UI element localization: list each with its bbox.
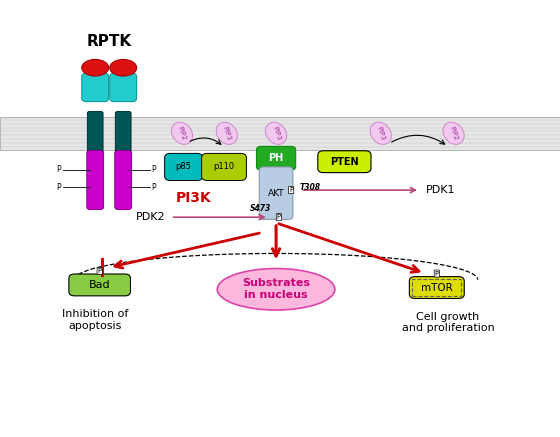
Ellipse shape bbox=[370, 122, 391, 144]
FancyBboxPatch shape bbox=[115, 111, 131, 155]
Text: PIP2: PIP2 bbox=[449, 125, 459, 141]
Ellipse shape bbox=[171, 122, 193, 144]
Text: P: P bbox=[152, 183, 156, 191]
Text: Substrates
in nucleus: Substrates in nucleus bbox=[242, 278, 310, 300]
Ellipse shape bbox=[265, 122, 287, 144]
Text: P: P bbox=[57, 183, 61, 191]
FancyBboxPatch shape bbox=[259, 167, 293, 219]
Text: P: P bbox=[152, 165, 156, 174]
FancyBboxPatch shape bbox=[115, 150, 132, 210]
FancyBboxPatch shape bbox=[110, 73, 137, 101]
FancyBboxPatch shape bbox=[256, 146, 296, 170]
FancyBboxPatch shape bbox=[318, 151, 371, 173]
Text: P: P bbox=[289, 187, 293, 193]
FancyBboxPatch shape bbox=[0, 117, 560, 149]
Text: PIP2: PIP2 bbox=[177, 125, 187, 141]
FancyBboxPatch shape bbox=[165, 153, 203, 180]
Text: p110: p110 bbox=[213, 163, 235, 171]
FancyBboxPatch shape bbox=[409, 277, 464, 298]
Ellipse shape bbox=[110, 59, 137, 76]
Ellipse shape bbox=[217, 268, 335, 310]
FancyBboxPatch shape bbox=[82, 73, 109, 101]
Text: PIP3: PIP3 bbox=[222, 125, 232, 141]
Ellipse shape bbox=[443, 122, 464, 144]
FancyBboxPatch shape bbox=[87, 150, 104, 210]
Ellipse shape bbox=[82, 59, 109, 76]
Text: PI3K: PI3K bbox=[175, 191, 211, 205]
Text: PIP3: PIP3 bbox=[376, 125, 386, 141]
Text: Cell growth
and proliferation: Cell growth and proliferation bbox=[402, 312, 494, 333]
Text: PDK2: PDK2 bbox=[136, 212, 165, 222]
Text: PTEN: PTEN bbox=[330, 157, 359, 166]
Text: Inhibition of
apoptosis: Inhibition of apoptosis bbox=[62, 309, 128, 331]
Text: RPTK: RPTK bbox=[87, 34, 132, 49]
FancyBboxPatch shape bbox=[202, 153, 246, 180]
Text: S473: S473 bbox=[250, 205, 271, 213]
Text: P: P bbox=[57, 165, 61, 174]
Text: mTOR: mTOR bbox=[421, 283, 452, 292]
Ellipse shape bbox=[216, 122, 237, 144]
Text: P: P bbox=[435, 271, 439, 277]
FancyBboxPatch shape bbox=[87, 111, 103, 155]
Text: P: P bbox=[277, 214, 281, 220]
Text: p85: p85 bbox=[176, 163, 192, 171]
Text: AKT: AKT bbox=[268, 189, 284, 198]
Text: PDK1: PDK1 bbox=[426, 185, 455, 195]
Text: Bad: Bad bbox=[89, 280, 110, 290]
Text: PIP3: PIP3 bbox=[271, 125, 281, 141]
FancyBboxPatch shape bbox=[69, 274, 130, 296]
Text: T308: T308 bbox=[300, 183, 320, 191]
Text: P: P bbox=[97, 268, 102, 274]
Text: PH: PH bbox=[268, 153, 284, 163]
